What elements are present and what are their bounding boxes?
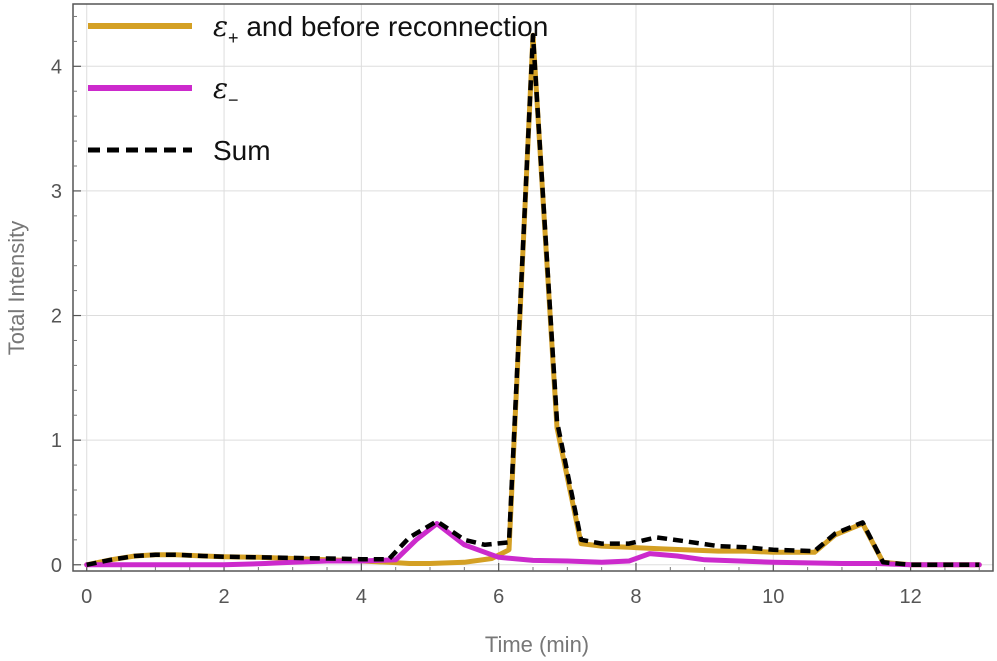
plot-frame bbox=[72, 3, 994, 572]
y-tick-label: 3 bbox=[51, 181, 62, 203]
x-tick-label: 10 bbox=[762, 586, 784, 608]
x-tick-label: 0 bbox=[81, 586, 92, 608]
legend-suffix: Sum bbox=[213, 135, 271, 166]
legend-label-2: Sum bbox=[213, 135, 271, 166]
y-tick-label: 4 bbox=[51, 56, 62, 78]
y-tick-label: 1 bbox=[51, 430, 62, 452]
x-tick-label: 8 bbox=[630, 586, 641, 608]
y-tick-label: 2 bbox=[51, 306, 62, 328]
legend-label-1: ε− bbox=[213, 72, 239, 110]
y-tick-label: 0 bbox=[51, 555, 62, 577]
legend-suffix: and before reconnection bbox=[239, 11, 549, 42]
x-axis-title: Time (min) bbox=[485, 632, 589, 657]
legend-symbol: ε bbox=[213, 72, 228, 105]
series-line-0 bbox=[84, 32, 982, 568]
legend-symbol: ε bbox=[213, 10, 228, 43]
series-line-2 bbox=[86, 32, 980, 568]
x-tick-label: 2 bbox=[218, 586, 229, 608]
y-axis-title: Total Intensity bbox=[4, 221, 29, 356]
legend-label-0: ε+ and before reconnection bbox=[213, 10, 548, 48]
legend-subscript: − bbox=[228, 90, 239, 110]
x-tick-label: 12 bbox=[899, 586, 921, 608]
x-tick-label: 6 bbox=[493, 586, 504, 608]
legend-subscript: + bbox=[228, 28, 239, 48]
x-tick-label: 4 bbox=[356, 586, 367, 608]
series-line-1 bbox=[84, 521, 982, 568]
grid-layer bbox=[73, 4, 993, 571]
series-layer bbox=[84, 32, 982, 568]
